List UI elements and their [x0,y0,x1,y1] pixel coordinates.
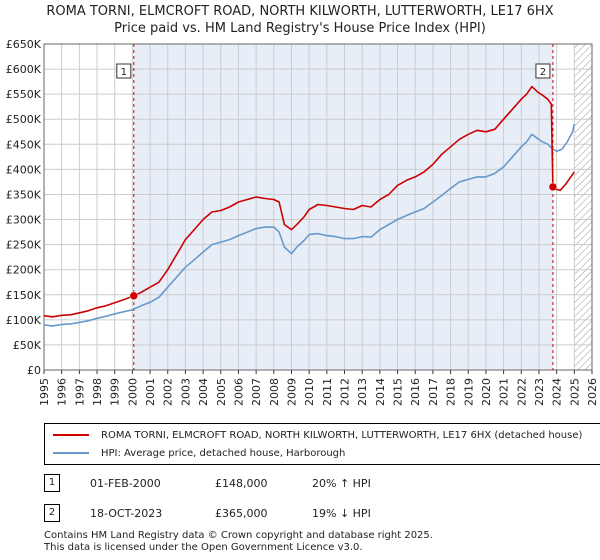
sale-point [548,182,558,192]
sale-hpi-delta: 20% ↑ HPI [312,477,371,490]
x-tick-label: 2014 [374,378,387,406]
y-tick-label: £300K [6,214,42,227]
y-tick-label: £400K [6,163,42,176]
x-tick-label: 1997 [73,378,86,406]
legend-item-property: ROMA TORNI, ELMCROFT ROAD, NORTH KILWORT… [53,427,582,443]
y-tick-label: £500K [6,113,42,126]
sale-number: 2 [44,504,60,522]
x-tick-label: 2003 [179,378,192,406]
x-tick-label: 2016 [409,378,422,406]
x-tick-label: 2025 [568,378,581,406]
x-tick-label: 1998 [91,378,104,406]
legend-label-hpi: HPI: Average price, detached house, Harb… [101,447,346,459]
y-tick-label: £250K [6,239,42,252]
legend-label-property: ROMA TORNI, ELMCROFT ROAD, NORTH KILWORT… [101,429,583,441]
plot-border [43,43,593,371]
legend-item-hpi: HPI: Average price, detached house, Harb… [53,445,345,461]
y-tick-label: £50K [13,339,42,352]
x-tick-label: 2010 [303,378,316,406]
y-tick-label: £600K [6,63,42,76]
ownership-shading [133,44,553,370]
chart-title: ROMA TORNI, ELMCROFT ROAD, NORTH KILWORT… [46,4,554,19]
x-tick-label: 2007 [250,378,263,406]
x-tick-label: 2020 [480,378,493,406]
x-tick-label: 1995 [38,378,51,406]
sale-date: 01-FEB-2000 [90,477,161,490]
sale-hpi-delta: 19% ↓ HPI [312,507,371,520]
x-tick-label: 2001 [144,378,157,406]
x-tick-label: 2011 [321,378,334,406]
footer: Contains HM Land Registry data © Crown c… [44,530,433,554]
x-tick-label: 2023 [533,378,546,406]
footer-license: This data is licensed under the Open Gov… [44,542,363,553]
y-tick-label: £450K [6,138,42,151]
x-tick-label: 2015 [392,378,405,406]
sale-label-box [535,63,551,79]
x-tick-label: 2002 [162,378,175,406]
legend-swatch-hpi [53,452,89,454]
y-tick-label: £350K [6,188,42,201]
sale-number: 1 [44,474,60,492]
x-tick-label: 2006 [232,378,245,406]
hpi-series-line [43,124,576,327]
x-tick-label: 2000 [126,378,139,406]
y-tick-label: £100K [6,314,42,327]
x-tick-label: 2013 [356,378,369,406]
property-series-line [43,85,575,318]
legend-swatch-property [53,434,89,436]
sale-price: £148,000 [215,477,268,490]
legend: ROMA TORNI, ELMCROFT ROAD, NORTH KILWORT… [44,423,600,465]
x-tick-label: 2017 [427,378,440,406]
footer-copyright: Contains HM Land Registry data © Crown c… [44,530,433,541]
y-tick-label: £650K [6,38,42,51]
x-tick-label: 2024 [551,378,564,406]
y-tick-label: £200K [6,264,42,277]
sale-point [129,291,139,301]
x-tick-label: 1999 [109,378,122,406]
sale-label-number: 2 [540,67,546,78]
x-tick-label: 2012 [339,378,352,406]
price-chart: £0 £50K £100K £150K £200K £250K £300K £350K £400… [6,38,599,406]
sale-price: £365,000 [215,507,268,520]
x-tick-label: 2026 [586,378,599,406]
x-tick-label: 2005 [215,378,228,406]
x-tick-label: 2022 [515,378,528,406]
x-tick-label: 2018 [445,378,458,406]
x-tick-label: 2009 [285,378,298,406]
y-tick-label: £550K [6,88,42,101]
x-tick-label: 2004 [197,378,210,406]
x-tick-label: 2008 [268,378,281,406]
forecast-hatch [574,44,592,370]
x-tick-label: 2019 [462,378,475,406]
x-tick-label: 1996 [56,378,69,406]
sale-label-number: 1 [121,67,127,78]
x-tick-label: 2021 [498,378,511,406]
y-tick-label: £150K [6,289,42,302]
sale-date: 18-OCT-2023 [90,507,163,520]
chart-subtitle: Price paid vs. HM Land Registry's House … [114,21,486,36]
y-tick-label: £0 [27,364,41,377]
sale-label-box [116,63,132,79]
